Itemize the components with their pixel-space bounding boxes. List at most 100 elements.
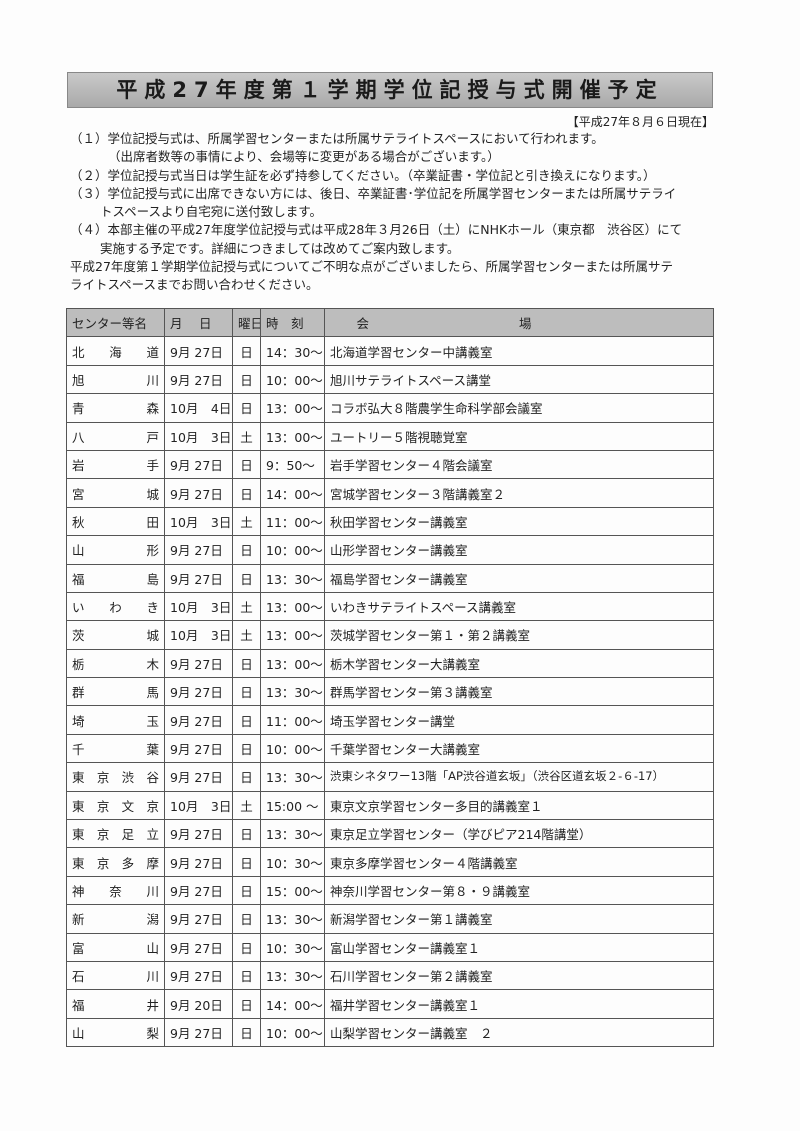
time-text: 10：00～ <box>266 742 323 758</box>
day: 日 <box>232 932 261 962</box>
date-text: 9月 27日 <box>170 969 223 985</box>
venue: 渋東シネタワー13階「AP渋谷道玄坂」（渋谷区道玄坂２-６-17） <box>324 762 714 792</box>
table-row: 茨城 10月 3日土 13：00～ 茨城学習センター第１・第２講義室 <box>66 620 714 650</box>
time: 13：30～ <box>260 563 325 593</box>
note-4-cont: 実施する予定です。詳細につきましては改めてご案内致します。 <box>100 240 460 256</box>
table-header: センター等名 月 日 曜日 時 刻 会場 <box>66 307 714 338</box>
time: 11：00～ <box>260 506 325 537</box>
center-name: 福島 <box>66 563 165 593</box>
time-text: 13：30～ <box>266 685 323 701</box>
table-row: 栃木 9月 27日 日 13：00～ 栃木学習センター大講義室 <box>66 648 714 679</box>
table-row: 旭川 9月 27日 日 10：00～ 旭川サテライトスペース講堂 <box>66 364 714 395</box>
table-row: 八戸 10月 3日土 13：00～ ユートリー５階視聴覚室 <box>66 421 714 451</box>
venue: 東京多摩学習センター４階講義室 <box>324 847 714 877</box>
venue-text: コラボ弘大８階農学生命科学部会議室 <box>330 401 543 417</box>
date: 9月 27日 <box>164 904 233 934</box>
day: 日 <box>232 478 261 508</box>
table-row: 埼玉 9月 27日 日 11：00～ 埼玉学習センター講堂 <box>66 705 714 735</box>
header-center: センター等名 <box>66 307 165 338</box>
center-name: 新潟 <box>66 904 165 934</box>
date: 10月 3日 <box>164 591 233 622</box>
header-day: 曜日 <box>232 307 261 338</box>
time: 10：30～ <box>260 932 325 962</box>
day-text: 日 <box>240 912 253 928</box>
center-name: 北海道 <box>66 336 165 366</box>
venue-text: 福島学習センター講義室 <box>330 571 468 587</box>
date: 9月 27日 <box>164 364 233 395</box>
center-name-text: 福井 <box>72 997 159 1013</box>
venue: 石川学習センター第２講義室 <box>324 960 714 991</box>
date-text: 10月 4日 <box>170 401 232 417</box>
table-row: 山梨 9月 27日 日 10：00～ 山梨学習センター講義室 ２ <box>66 1017 714 1048</box>
date: 10月 4日 <box>164 393 233 423</box>
table-row: 神奈川 9月 27日 日 15：00～ 神奈川学習センター第８・９講義室 <box>66 875 714 906</box>
day: 日 <box>232 705 261 735</box>
day: 日 <box>232 563 261 593</box>
time: 10：30～ <box>260 847 325 877</box>
date: 9月 27日 <box>164 535 233 565</box>
day-text: 日 <box>240 486 253 502</box>
center-name: 神奈川 <box>66 875 165 906</box>
table-row: 新潟 9月 27日 日 13：30～ 新潟学習センター第１講義室 <box>66 904 714 934</box>
day: 土 <box>232 790 261 821</box>
date-text: 9月 27日 <box>170 458 223 474</box>
time: 13：30～ <box>260 904 325 934</box>
date: 9月 27日 <box>164 960 233 991</box>
venue-text: 石川学習センター第２講義室 <box>330 969 493 985</box>
date: 9月 27日 <box>164 932 233 962</box>
center-name: 宮城 <box>66 478 165 508</box>
venue: 富山学習センター講義室１ <box>324 932 714 962</box>
date: 10月 3日 <box>164 620 233 650</box>
venue-text: 渋東シネタワー13階「AP渋谷道玄坂」（渋谷区道玄坂２-６-17） <box>330 769 665 784</box>
day-text: 日 <box>240 969 253 985</box>
day-text: 日 <box>240 713 253 729</box>
contact-note: 平成27年度第１学期学位記授与式についてご不明な点がございましたら、所属学習セン… <box>70 259 674 275</box>
center-name: 栃木 <box>66 648 165 679</box>
as-of-date: 【平成27年８月６日現在】 <box>566 115 714 129</box>
date-text: 9月 27日 <box>170 685 223 701</box>
venue: 岩手学習センター４階会議室 <box>324 449 714 480</box>
venue-text: 富山学習センター講義室１ <box>330 940 481 956</box>
venue-text: 山梨学習センター講義室 ２ <box>330 1025 493 1041</box>
day-text: 日 <box>240 742 253 758</box>
note-4: （４）本部主催の平成27年度学位記授与式は平成28年３月26日（土）にNHKホー… <box>70 222 683 238</box>
center-name-text: 東京渋谷 <box>72 770 159 786</box>
time-text: 13：30～ <box>266 912 323 928</box>
date: 10月 3日 <box>164 421 233 451</box>
date-text: 9月 27日 <box>170 770 223 786</box>
center-name-text: 群馬 <box>72 685 159 701</box>
venue-text: ユートリー５階視聴覚室 <box>330 429 468 445</box>
venue: 千葉学習センター大講義室 <box>324 733 714 764</box>
day: 日 <box>232 989 261 1019</box>
center-name-text: 青森 <box>72 401 159 417</box>
table-row: 秋田 10月 3日土 11：00～ 秋田学習センター講義室 <box>66 506 714 537</box>
venue-text: 群馬学習センター第３講義室 <box>330 685 493 701</box>
center-name: 青森 <box>66 393 165 423</box>
date: 9月 27日 <box>164 563 233 593</box>
venue-text: いわきサテライトスペース講義室 <box>330 600 517 616</box>
day: 日 <box>232 648 261 679</box>
time-text: 13：00～ <box>266 401 323 417</box>
time: 10：00～ <box>260 733 325 764</box>
center-name-text: 宮城 <box>72 486 159 502</box>
center-name: 八戸 <box>66 421 165 451</box>
day-text: 土 <box>240 798 253 814</box>
day-text: 日 <box>240 571 253 587</box>
date-text: 9月 27日 <box>170 713 223 729</box>
center-name-text: 岩手 <box>72 458 159 474</box>
day: 日 <box>232 875 261 906</box>
time: 13：30～ <box>260 762 325 792</box>
time-text: 9：50～ <box>266 458 315 474</box>
time-text: 13：30～ <box>266 827 323 843</box>
center-name: 東京渋谷 <box>66 762 165 792</box>
date-text: 10月 3日 <box>170 514 232 530</box>
venue-text: 福井学習センター講義室１ <box>330 997 481 1013</box>
day: 日 <box>232 847 261 877</box>
date: 9月 27日 <box>164 875 233 906</box>
date-text: 10月 3日 <box>170 429 232 445</box>
time-text: 14：00～ <box>266 486 323 502</box>
center-name: 東京足立 <box>66 819 165 849</box>
date: 9月 27日 <box>164 762 233 792</box>
day: 日 <box>232 1017 261 1048</box>
